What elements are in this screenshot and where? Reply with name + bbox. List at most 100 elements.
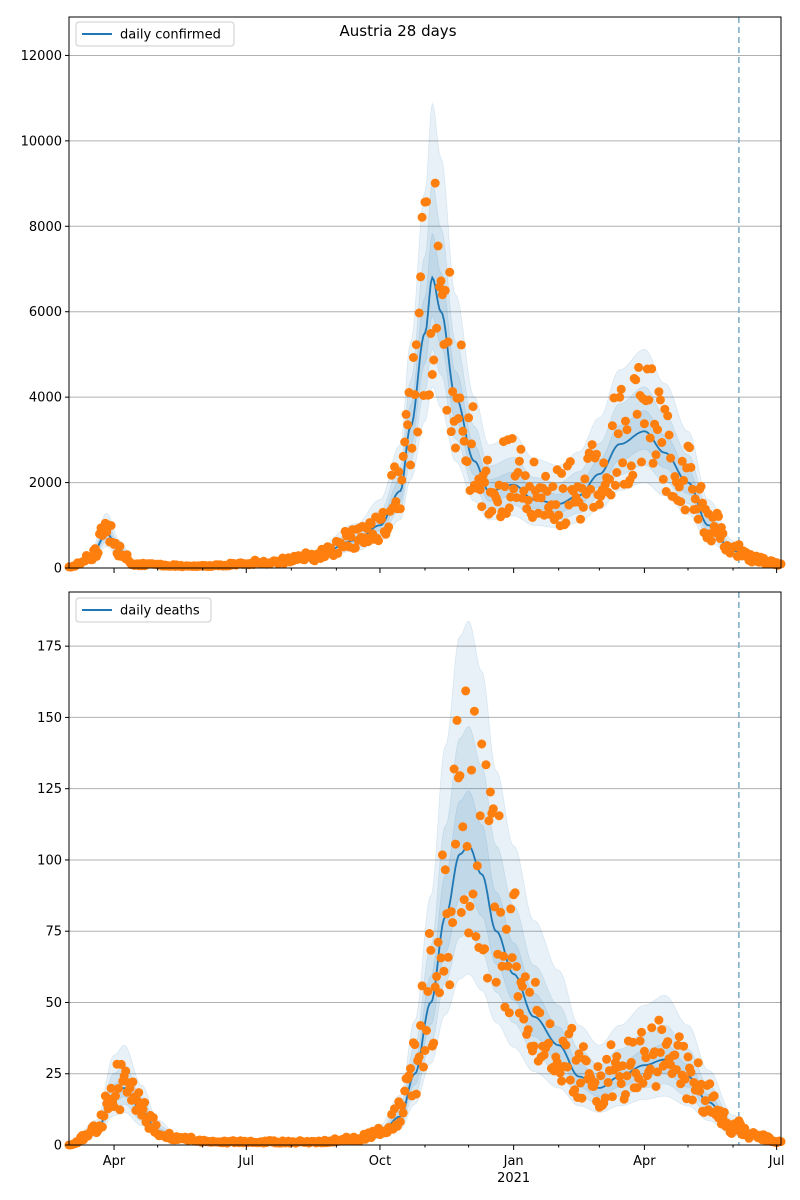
daily-deaths-observation-point [440, 865, 450, 875]
daily-deaths-observation-point [400, 1086, 410, 1096]
daily-confirmed-observation-point [576, 514, 585, 524]
daily-deaths-observation-point [621, 1090, 630, 1099]
daily-deaths-observation-point [451, 839, 460, 849]
daily-deaths-y-ticks: 0 25 50 75 100 125 150 175 [37, 640, 69, 1154]
daily-deaths-observation-point [467, 765, 476, 775]
daily-confirmed-observation-point [448, 387, 458, 397]
daily-confirmed-observation-point [657, 438, 667, 447]
daily-deaths-observation-point [390, 1104, 399, 1114]
daily-confirmed-observation-point [410, 390, 420, 400]
daily-confirmed-observation-point [350, 543, 360, 553]
daily-confirmed-observation-point [613, 429, 623, 439]
daily-deaths-observation-point [494, 811, 504, 821]
daily-deaths-observation-point [462, 841, 472, 851]
daily-deaths-observation-point [670, 1050, 680, 1060]
daily-confirmed-observation-point [395, 504, 405, 514]
daily-confirmed-observation-point [487, 506, 497, 516]
daily-confirmed-observation-point [366, 519, 376, 529]
daily-deaths-observation-point [140, 1098, 150, 1107]
daily-deaths-observation-point [481, 760, 491, 770]
daily-confirmed-observation-point [557, 468, 567, 478]
daily-deaths-observation-point [452, 715, 462, 725]
daily-deaths-observation-point [529, 1041, 539, 1051]
daily-deaths-observation-point [443, 952, 453, 962]
daily-deaths-observation-point [398, 1108, 408, 1118]
daily-deaths-observation-point [411, 1089, 421, 1099]
daily-deaths-x-year-label: 2021 [497, 1171, 530, 1186]
daily-deaths-observation-point [602, 1054, 612, 1064]
daily-confirmed-observation-point [475, 485, 485, 495]
daily-deaths-observation-point [680, 1074, 690, 1084]
daily-deaths-panel: 0 25 50 75 100 125 150 175 Apr Jul Oct Jan Apr Jul 20… [37, 591, 786, 1186]
daily-deaths-observation-point [420, 1046, 430, 1055]
daily-deaths-y-tick-label: 125 [37, 782, 62, 797]
daily-confirmed-observation-point [651, 450, 661, 460]
daily-deaths-observation-point [635, 1036, 645, 1046]
daily-confirmed-observation-point [565, 457, 575, 467]
daily-deaths-observation-point [578, 1042, 588, 1052]
daily-deaths-observation-point [535, 1008, 545, 1018]
daily-confirmed-observation-point [536, 493, 546, 503]
daily-confirmed-x-ticks [113, 568, 778, 573]
daily-confirmed-observation-point [442, 405, 452, 415]
daily-deaths-observation-point [128, 1077, 138, 1087]
daily-deaths-observation-point [719, 1107, 729, 1117]
daily-confirmed-legend-label: daily confirmed [120, 28, 221, 43]
daily-deaths-observation-point [593, 1062, 603, 1072]
daily-confirmed-observation-point [374, 536, 383, 546]
daily-deaths-observation-point [651, 1082, 661, 1091]
daily-confirmed-observation-point [400, 437, 410, 447]
daily-confirmed-observation-point [653, 425, 662, 435]
daily-confirmed-observation-point [333, 548, 343, 558]
daily-deaths-y-tick-label: 175 [37, 640, 62, 655]
daily-confirmed-observation-point [580, 474, 590, 484]
daily-confirmed-observation-point [529, 457, 539, 467]
daily-confirmed-observation-point [685, 443, 694, 453]
daily-deaths-observation-point [618, 1061, 628, 1071]
daily-confirmed-observation-point [687, 484, 697, 494]
daily-deaths-observation-point [488, 804, 498, 814]
daily-confirmed-observation-point [645, 433, 655, 443]
daily-confirmed-observation-point [664, 430, 674, 440]
daily-confirmed-observation-point [394, 467, 404, 477]
daily-confirmed-observation-point [706, 536, 716, 546]
daily-confirmed-observation-point [666, 453, 676, 463]
daily-deaths-observation-point [674, 1032, 684, 1042]
daily-confirmed-observation-point [514, 456, 524, 466]
daily-deaths-observation-point [455, 771, 465, 781]
daily-confirmed-observation-point [631, 375, 641, 385]
daily-deaths-observation-point [590, 1078, 600, 1087]
daily-deaths-observation-point [683, 1052, 693, 1062]
daily-confirmed-observation-point [554, 510, 564, 520]
daily-deaths-observation-point [432, 971, 442, 981]
daily-confirmed-observation-point [516, 444, 526, 454]
daily-confirmed-observation-point [430, 178, 440, 188]
daily-deaths-observation-point [395, 1117, 405, 1127]
daily-deaths-observation-point [679, 1041, 689, 1051]
daily-deaths-observation-point [422, 1026, 431, 1035]
daily-deaths-observation-point [433, 937, 443, 947]
daily-deaths-observation-point [449, 764, 459, 774]
daily-deaths-observation-point [507, 953, 517, 963]
daily-confirmed-panel: 0 2000 4000 6000 8000 10000 12000 daily confir… [21, 16, 786, 577]
daily-confirmed-observation-point [558, 484, 568, 493]
daily-deaths-observation-point [570, 1085, 580, 1095]
daily-deaths-observation-point [469, 706, 479, 716]
daily-deaths-observation-point [429, 1038, 439, 1048]
daily-deaths-y-tick-label: 150 [37, 711, 62, 726]
daily-confirmed-observation-point [446, 427, 456, 437]
daily-confirmed-y-ticks: 0 2000 4000 6000 8000 10000 12000 [21, 49, 69, 577]
daily-deaths-observation-point [663, 1037, 673, 1047]
daily-deaths-observation-point [695, 1086, 705, 1096]
daily-confirmed-observation-point [384, 522, 394, 532]
daily-deaths-observation-point [607, 1092, 617, 1102]
daily-deaths-observation-point [574, 1049, 584, 1059]
daily-confirmed-legend: daily confirmed [75, 21, 235, 47]
daily-deaths-observation-point [134, 1088, 144, 1098]
daily-deaths-observation-point [653, 1067, 662, 1077]
daily-deaths-observation-point [700, 1096, 710, 1106]
daily-deaths-observation-point [606, 1040, 616, 1050]
daily-confirmed-observation-point [637, 457, 646, 467]
daily-deaths-observation-point [459, 895, 469, 905]
